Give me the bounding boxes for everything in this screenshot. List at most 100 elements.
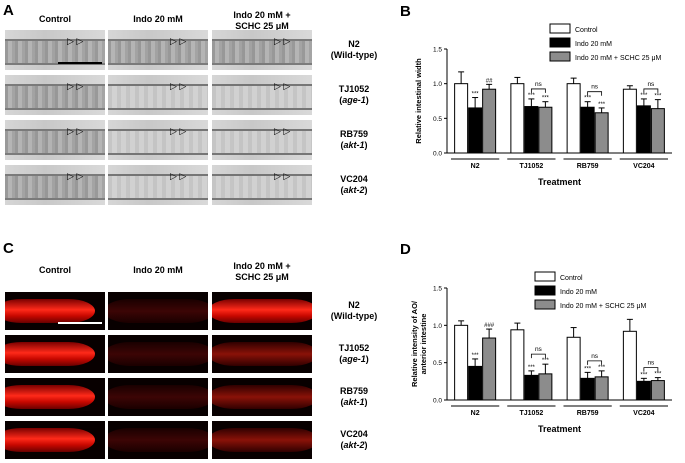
bar: [636, 105, 651, 154]
worm-body: [5, 38, 105, 66]
bar: [468, 107, 483, 154]
y-tick-label: 1.0: [433, 81, 442, 88]
strain-name: N2: [348, 39, 360, 49]
width-marker-icon: ▷ ▷: [274, 36, 291, 46]
panel-c-image-r3-c3: [212, 378, 312, 416]
bar: [594, 376, 609, 401]
panel-d-bar-chart: D Control Indo 20 mM Indo 20 mM + SCHC 25 μ…: [400, 241, 672, 434]
ns-label: ns: [535, 346, 543, 353]
worm-body: [108, 128, 208, 156]
panel-letter-b: B: [400, 3, 411, 20]
panel-a-col-control: Control: [39, 14, 71, 24]
worm-body: [108, 298, 208, 324]
significance-label: ***: [598, 365, 606, 371]
width-marker-icon: ▷ ▷: [170, 171, 187, 181]
significance-label: ***: [654, 94, 662, 100]
ns-bracket: [643, 88, 659, 93]
y-tick-label: 0.5: [433, 360, 442, 367]
width-marker-icon: ▷ ▷: [67, 126, 84, 136]
width-marker-icon: ▷ ▷: [274, 81, 291, 91]
significance-label: ***: [542, 96, 550, 102]
worm-body: [212, 128, 312, 156]
bar: [566, 83, 581, 154]
worm-body: [5, 298, 95, 324]
panel-c-image-r1-c3: [212, 292, 312, 330]
bar: [566, 336, 581, 401]
legend-label: Control: [575, 27, 598, 34]
legend-swatch: [549, 23, 571, 34]
worm-body: [5, 128, 105, 156]
y-tick-label: 0.0: [433, 398, 442, 405]
legend-swatch: [534, 271, 556, 282]
y-axis-label: Relative intensity of AO/anterior intest…: [410, 300, 428, 387]
y-tick-label: 1.0: [433, 323, 442, 330]
panel-a-image-r1-c3: ▷ ▷: [212, 30, 312, 70]
bar: [482, 337, 497, 401]
bar: [454, 324, 469, 401]
panel-c-image-r4-c2: [108, 421, 208, 459]
x-axis-label: Treatment: [538, 424, 581, 434]
significance-label: ***: [640, 372, 648, 378]
panel-c-col-control: Control: [39, 265, 71, 275]
panel-a-col-indo-schc-line1: Indo 20 mM +: [233, 10, 291, 20]
x-tick-label: N2: [471, 410, 480, 417]
bar: [524, 374, 539, 401]
ns-label: ns: [591, 84, 599, 91]
panel-a-image-r2-c2: ▷ ▷: [108, 75, 208, 115]
ns-label: ns: [535, 81, 543, 88]
legend-label: Indo 20 mM + SCHC 25 μM: [575, 55, 661, 62]
strain-genotype: (Wild-type): [330, 50, 378, 60]
bar: [622, 88, 637, 154]
bar: [510, 83, 525, 154]
panel-c-strain-label-3: RB759 (akt-1): [318, 386, 390, 408]
width-marker-icon: ▷ ▷: [170, 126, 187, 136]
panel-a-image-r2-c1: ▷ ▷: [5, 75, 105, 115]
x-tick-label: RB759: [577, 163, 599, 170]
bar: [594, 112, 609, 154]
ns-label: ns: [591, 353, 599, 360]
panel-letter-c: C: [3, 240, 14, 257]
worm-body: [108, 83, 208, 111]
width-marker-icon: ▷ ▷: [170, 36, 187, 46]
y-tick-label: 1.5: [433, 286, 442, 293]
worm-body: [212, 173, 312, 201]
bar: [538, 373, 553, 401]
significance-label: ***: [472, 92, 480, 98]
worm-body: [212, 384, 312, 410]
panel-c-strain-label-2: TJ1052 (age-1): [318, 343, 390, 365]
x-tick-label: VC204: [633, 410, 655, 417]
ns-bracket: [643, 367, 659, 372]
worm-body: [212, 83, 312, 111]
bar: [510, 329, 525, 401]
significance-label: ***: [528, 93, 536, 99]
panel-a-image-r1-c2: ▷ ▷: [108, 30, 208, 70]
x-axis-label: Treatment: [538, 177, 581, 187]
bar: [650, 108, 665, 154]
strain-genotype: (akt-1): [340, 140, 368, 150]
ns-bracket: [530, 88, 546, 93]
panel-a-strain-label-4: VC204 (akt-2): [318, 174, 390, 196]
strain-name: VC204: [340, 174, 368, 184]
bar: [524, 106, 539, 154]
panel-a-image-r3-c1: ▷ ▷: [5, 120, 105, 160]
significance-label: ###: [484, 323, 495, 329]
significance-label: ***: [640, 93, 648, 99]
ns-bracket: [530, 353, 546, 359]
worm-body: [212, 38, 312, 66]
legend-swatch: [549, 37, 571, 48]
panel-a-image-r3-c3: ▷ ▷: [212, 120, 312, 160]
worm-body: [212, 427, 312, 453]
panel-b-bar-chart: B Control Indo 20 mM Indo 20 mM + SCHC 25 μ…: [400, 3, 672, 187]
y-axis-label: Relative intestinal width: [414, 58, 423, 144]
significance-label: ***: [472, 353, 480, 359]
legend-label: Indo 20 mM: [560, 289, 597, 296]
panel-a-image-r4-c3: ▷ ▷: [212, 165, 312, 205]
legend-swatch: [549, 51, 571, 62]
significance-label: ***: [584, 366, 592, 372]
strain-name: RB759: [339, 129, 368, 139]
panel-a-col-indo: Indo 20 mM: [133, 14, 183, 24]
panel-a-image-r2-c3: ▷ ▷: [212, 75, 312, 115]
worm-body: [108, 173, 208, 201]
ns-bracket: [587, 91, 603, 96]
bar: [454, 83, 469, 154]
